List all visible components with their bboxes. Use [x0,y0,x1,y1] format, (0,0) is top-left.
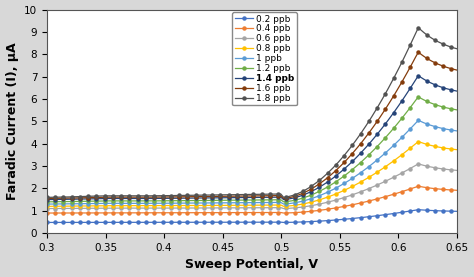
X-axis label: Sweep Potential, V: Sweep Potential, V [185,258,319,271]
1.6 ppb [416,50,421,54]
0.6 ppb [383,179,388,183]
0.6 ppb [275,206,281,209]
Line: 1.8 ppb: 1.8 ppb [46,26,458,199]
1.8 ppb [383,92,388,95]
Line: 1.6 ppb: 1.6 ppb [46,51,458,200]
0.4 ppb [328,207,333,211]
1.2 ppb [207,199,212,202]
1 ppb [416,119,421,122]
0.4 ppb [454,189,460,192]
0.6 ppb [259,206,264,209]
0.2 ppb [383,213,388,216]
1 ppb [179,201,184,205]
0.4 ppb [383,195,388,198]
Line: 1 ppb: 1 ppb [46,119,458,206]
0.8 ppb [44,205,50,208]
0.2 ppb [259,220,264,224]
1.2 ppb [44,200,50,204]
1.8 ppb [328,169,333,172]
1.2 ppb [259,198,264,202]
Line: 0.6 ppb: 0.6 ppb [46,162,458,210]
1 ppb [259,201,264,204]
0.6 ppb [454,169,460,172]
1.8 ppb [416,26,421,29]
Line: 1.4 ppb: 1.4 ppb [46,74,458,201]
0.2 ppb [416,208,421,211]
0.8 ppb [383,165,388,168]
0.8 ppb [207,204,212,207]
1.6 ppb [179,195,184,199]
0.4 ppb [44,211,50,215]
1 ppb [44,202,50,206]
1.8 ppb [259,193,264,196]
0.4 ppb [416,184,421,188]
0.4 ppb [275,211,281,214]
Line: 0.4 ppb: 0.4 ppb [46,185,458,215]
0.6 ppb [416,162,421,166]
0.6 ppb [328,200,333,203]
0.4 ppb [179,211,184,214]
1 ppb [383,151,388,155]
1.8 ppb [44,196,50,199]
1.6 ppb [328,174,333,177]
Line: 0.2 ppb: 0.2 ppb [46,208,458,224]
0.2 ppb [207,220,212,224]
1.6 ppb [44,197,50,200]
1.8 ppb [454,47,460,50]
1.6 ppb [454,68,460,72]
Y-axis label: Faradic Current (I), μA: Faradic Current (I), μA [6,43,18,200]
0.8 ppb [275,203,281,207]
1 ppb [275,201,281,204]
1.8 ppb [207,193,212,197]
1.6 ppb [207,195,212,198]
Line: 1.2 ppb: 1.2 ppb [46,95,458,203]
0.2 ppb [44,221,50,224]
1.2 ppb [416,95,421,99]
1.8 ppb [179,194,184,197]
0.6 ppb [44,207,50,210]
0.2 ppb [179,220,184,224]
1.6 ppb [259,194,264,198]
1.2 ppb [454,108,460,112]
Line: 0.8 ppb: 0.8 ppb [46,140,458,208]
0.4 ppb [259,211,264,214]
0.2 ppb [454,210,460,213]
1.4 ppb [179,197,184,200]
1.2 ppb [383,136,388,139]
0.8 ppb [416,140,421,143]
0.8 ppb [179,204,184,207]
1.4 ppb [454,89,460,93]
1 ppb [207,201,212,205]
0.2 ppb [275,220,281,224]
0.6 ppb [207,206,212,210]
1.4 ppb [207,196,212,199]
0.6 ppb [179,206,184,210]
1.4 ppb [383,122,388,125]
1.4 ppb [44,198,50,201]
1.2 ppb [275,198,281,201]
1.4 ppb [275,196,281,199]
1.6 ppb [383,107,388,111]
1.4 ppb [328,178,333,182]
0.4 ppb [207,211,212,214]
1.8 ppb [275,192,281,196]
0.8 ppb [454,148,460,151]
1.4 ppb [416,74,421,77]
Legend: 0.2 ppb, 0.4 ppb, 0.6 ppb, 0.8 ppb, 1 ppb, 1.2 ppb, 1.4 ppb, 1.6 ppb, 1.8 ppb: 0.2 ppb, 0.4 ppb, 0.6 ppb, 0.8 ppb, 1 pp… [232,12,297,106]
1.2 ppb [328,184,333,187]
0.8 ppb [328,194,333,198]
1.4 ppb [259,196,264,199]
1.6 ppb [275,194,281,197]
0.8 ppb [259,204,264,207]
0.2 ppb [328,219,333,222]
1.2 ppb [179,199,184,202]
1 ppb [454,129,460,133]
1 ppb [328,189,333,193]
